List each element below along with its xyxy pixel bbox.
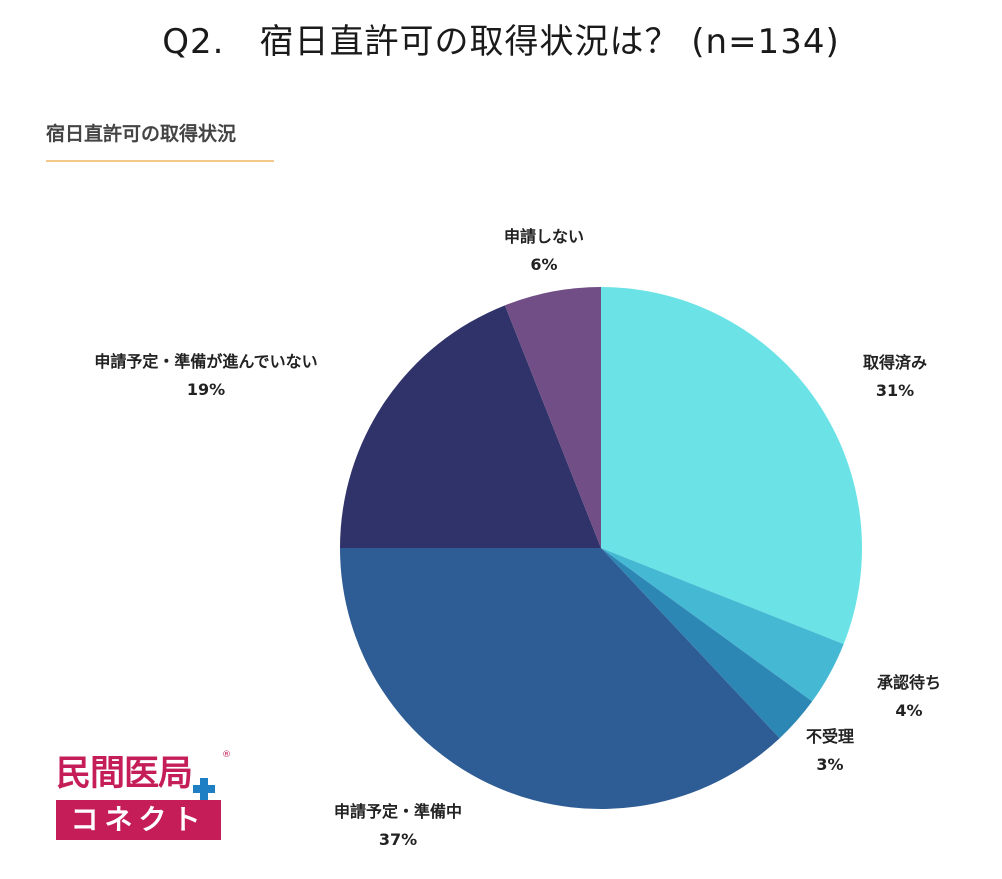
logo-bottom-text: コネクト [56, 800, 221, 840]
pie-slice [340, 305, 601, 548]
pie-slice [601, 548, 813, 739]
pie-slice [340, 548, 780, 810]
slice-name-label: 申請しない [504, 227, 584, 246]
pie-slice [601, 548, 844, 702]
slice-name-label: 取得済み [863, 353, 927, 372]
subtitle-divider [46, 160, 274, 162]
pie-slice [504, 287, 601, 548]
registered-mark: ® [222, 750, 231, 760]
slice-value-label: 31% [876, 381, 914, 400]
slice-name-label: 承認待ち [877, 673, 941, 692]
slice-value-label: 4% [895, 701, 922, 720]
slice-value-label: 3% [816, 755, 843, 774]
question-title: Q2. 宿日直許可の取得状況は？ (n=134) [162, 22, 840, 62]
slice-name-label: 申請予定・準備中 [334, 802, 462, 821]
slice-value-label: 6% [530, 255, 557, 274]
pie-slices [340, 287, 862, 810]
pie-labels: 取得済み 31% 承認待ち 4% 不受理 3% 申請予定・準備中 37% 申請予定・準備が進んで… [94, 227, 941, 849]
plus-icon [191, 776, 217, 802]
slice-value-label: 19% [187, 380, 225, 399]
slice-name-label: 不受理 [806, 727, 854, 746]
logo-top-text: 民間医局 [56, 754, 193, 794]
slice-name-label: 申請予定・準備が進んでいない [94, 352, 317, 371]
slice-value-label: 37% [379, 830, 417, 849]
pie-slice [601, 287, 862, 645]
chart-subtitle: 宿日直許可の取得状況 [46, 123, 237, 145]
brand-logo: 民間医局 ® コネクト [56, 750, 236, 844]
